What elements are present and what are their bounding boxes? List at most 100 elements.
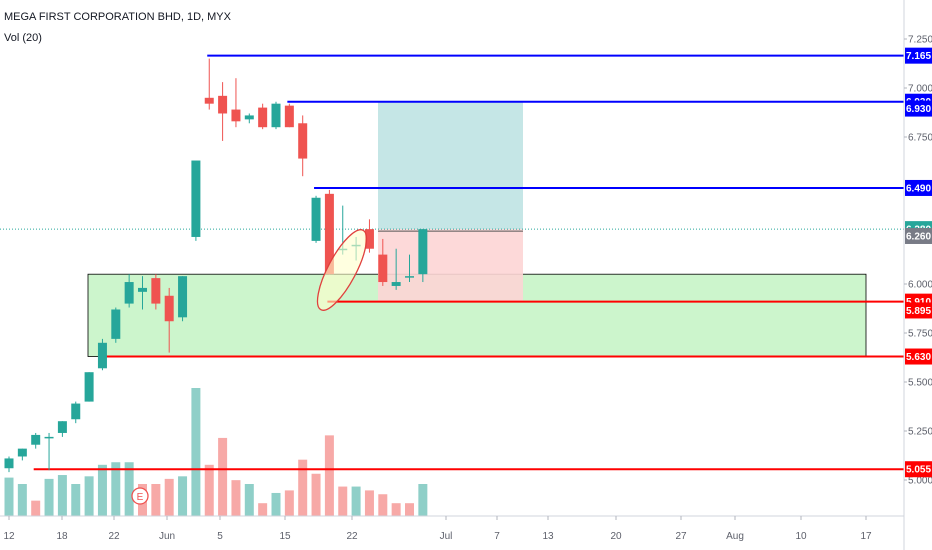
x-tick-label: 22 — [346, 531, 358, 542]
volume-bar — [271, 492, 281, 516]
candle-body — [391, 282, 401, 286]
volume-bar — [311, 473, 321, 516]
volume-bar — [298, 459, 308, 516]
volume-bar — [391, 503, 401, 516]
candle-body — [244, 115, 254, 120]
candle-body — [271, 103, 281, 128]
volume-indicator-label: Vol (20) — [4, 32, 42, 44]
volume-bar — [338, 486, 348, 516]
y-tick-label: 5.000 — [908, 476, 932, 487]
x-tick-label: 15 — [279, 531, 291, 542]
candle-body — [405, 276, 414, 278]
pattern-ellipse — [316, 229, 368, 311]
candle-body — [378, 254, 388, 283]
chart-header: MEGA FIRST CORPORATION BHD, 1D, MYX Vol … — [4, 11, 232, 44]
price-tag — [905, 227, 932, 244]
candle-body — [311, 197, 321, 241]
candle-body — [71, 403, 81, 420]
x-tick-label: 5 — [217, 531, 223, 542]
x-tick-label: 7 — [494, 531, 500, 542]
candle-body — [418, 229, 428, 275]
candle-body — [258, 107, 268, 128]
volume-bar — [31, 500, 41, 516]
price-tag-label: 6.490 — [906, 183, 931, 194]
volume-bar — [244, 484, 254, 516]
x-tick-label: 13 — [542, 531, 554, 542]
x-tick-label: Jun — [159, 531, 175, 542]
candle-body — [284, 105, 294, 128]
zones-layer — [87, 101, 867, 357]
candle-body — [218, 95, 228, 114]
position-stop-zone — [378, 229, 523, 302]
position-target-zone — [378, 101, 523, 230]
x-tick-label: 17 — [860, 531, 872, 542]
candle-body — [164, 295, 174, 322]
volume-bar — [111, 462, 121, 516]
volume-bar — [44, 478, 54, 516]
candle-body — [17, 448, 27, 457]
volume-bar — [178, 476, 188, 516]
symbol-title: MEGA FIRST CORPORATION BHD, 1D, MYX — [4, 11, 232, 23]
volume-bar — [71, 484, 81, 516]
price-tag — [905, 100, 932, 117]
y-tick-label: 7.000 — [908, 84, 932, 95]
earnings-marker — [131, 487, 149, 505]
x-tick-label: 10 — [795, 531, 807, 542]
y-tick-label: 6.000 — [908, 280, 932, 291]
candle-body — [111, 309, 121, 339]
volume-layer — [4, 388, 428, 516]
y-tick-label: 5.250 — [908, 427, 932, 438]
overlay-layer: E — [131, 229, 368, 505]
volume-bar — [418, 484, 428, 516]
volume-bar — [164, 478, 174, 516]
y-tick-label: 5.500 — [908, 378, 932, 389]
volume-bar — [17, 484, 27, 516]
price-tag-label: 5.895 — [906, 306, 931, 317]
candle-body — [191, 160, 201, 237]
candle-body — [324, 193, 334, 275]
candle-body — [4, 458, 14, 469]
candle-body — [298, 123, 308, 159]
candle-body — [231, 109, 241, 122]
volume-bar — [258, 503, 268, 516]
candle-body — [84, 372, 94, 402]
y-tick-label: 7.250 — [908, 35, 932, 46]
candle-body — [178, 276, 188, 318]
candle-body — [124, 282, 134, 304]
y-tick-label: 6.750 — [908, 133, 932, 144]
x-tick-label: 22 — [108, 531, 120, 542]
price-tag-label: 5.055 — [906, 465, 931, 476]
candle-body — [364, 229, 374, 249]
x-tick-label: 27 — [675, 531, 687, 542]
x-tick-label: Jul — [440, 531, 453, 542]
volume-bar — [191, 388, 201, 516]
volume-bar — [218, 437, 228, 516]
volume-bar — [151, 484, 161, 516]
volume-bar — [284, 490, 294, 516]
volume-bar — [351, 486, 361, 516]
levels-layer — [0, 54, 904, 471]
candles-layer — [4, 58, 428, 473]
price-tag — [905, 47, 932, 64]
price-tag — [905, 461, 932, 478]
volume-bar — [378, 494, 388, 516]
volume-bar — [231, 480, 241, 516]
candle-body — [44, 436, 54, 439]
candle-body — [97, 342, 107, 369]
price-tag-label: 5.630 — [906, 352, 931, 363]
price-tag — [905, 302, 932, 319]
price-tag — [905, 179, 932, 196]
volume-bar — [204, 464, 214, 516]
price-tag — [905, 348, 932, 365]
x-tick-label: 12 — [3, 531, 15, 542]
price-tag-label: 6.930 — [906, 104, 931, 115]
price-tag-label: 7.165 — [906, 51, 931, 62]
candle-body — [57, 421, 67, 433]
volume-bar — [4, 477, 14, 516]
volume-bar — [405, 503, 414, 516]
candle-body — [138, 287, 147, 292]
volume-bar — [364, 490, 374, 516]
